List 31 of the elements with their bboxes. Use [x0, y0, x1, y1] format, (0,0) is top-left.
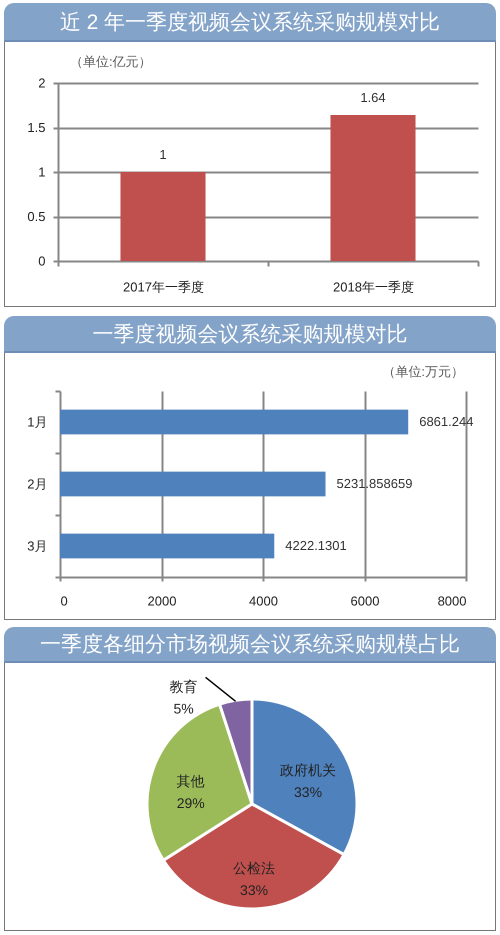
x-tick-label: 4000	[249, 594, 278, 608]
slice-label: 教育	[170, 678, 198, 694]
data-label: 29%	[176, 794, 205, 811]
data-label: 1.64	[360, 90, 386, 106]
data-label: 33%	[240, 882, 268, 898]
x-tick-label: 0	[60, 594, 68, 608]
chart-title: 一季度各细分市场视频会议系统采购规模占比	[4, 627, 496, 663]
text: （单位:万元）	[382, 364, 464, 379]
data-label: 4222.1301	[285, 538, 347, 553]
data-label: 1	[159, 147, 167, 162]
y-tick-label: 3月	[27, 538, 48, 554]
x-tick-label: 8000	[438, 594, 466, 608]
y-tick-label: 1	[38, 164, 46, 180]
data-label: 33%	[294, 784, 322, 800]
x-tick-label: 6000	[350, 594, 380, 608]
x-tick-label: 2000	[148, 594, 176, 608]
y-tick-label: 0.5	[27, 209, 46, 224]
y-tick-label: 1月	[27, 414, 48, 430]
chart-title: 近 2 年一季度视频会议系统采购规模对比	[4, 3, 496, 42]
text: （单位:亿元）	[70, 54, 152, 69]
slice-label: 其他	[176, 772, 205, 789]
y-tick-label: 0	[38, 254, 46, 268]
x-tick-label: 2018年一季度	[333, 280, 414, 294]
y-tick-label: 2	[38, 76, 46, 90]
x-tick-label: 2017年一季度	[123, 280, 204, 294]
y-tick-label: 1.5	[27, 120, 46, 135]
y-tick-label: 2月	[27, 476, 48, 492]
slice-label: 公检法	[233, 860, 276, 876]
data-label: 5%	[173, 700, 194, 716]
slice-label: 政府机关	[280, 762, 336, 778]
chart-title: 一季度视频会议系统采购规模对比	[4, 316, 496, 353]
